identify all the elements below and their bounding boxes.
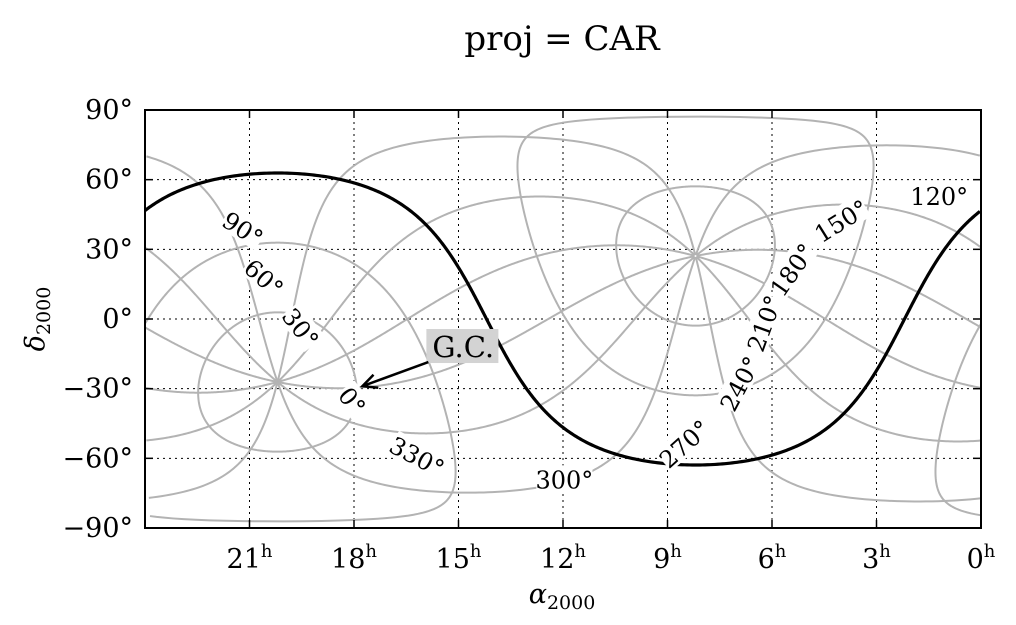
y-tick-label: −60°	[63, 443, 133, 474]
x-axis-ticks: 21h 18h 15h 12h 9h 6h 3h 0h	[227, 110, 996, 575]
y-axis-ticks: 90°60°30°0°−30°−60°−90°	[63, 95, 981, 544]
galactic-meridian-210	[146, 144, 981, 383]
galactic-meridian-240	[145, 203, 981, 383]
x-axis-label: α2000	[529, 579, 596, 614]
y-axis-label: δ2000	[20, 287, 55, 352]
longitude-label: 60°	[238, 252, 290, 303]
svg-text:240°: 240°	[715, 352, 767, 416]
x-tick-label: 0h	[967, 541, 996, 575]
svg-text:180°: 180°	[765, 238, 821, 301]
plot-area: 0°30°60°90°120°150°180°210°240°270°300°3…	[144, 109, 982, 529]
longitude-label: 240°	[714, 352, 767, 416]
svg-text:60°: 60°	[238, 254, 288, 303]
longitude-label: 210°	[741, 292, 788, 356]
y-tick-label: 30°	[85, 234, 133, 265]
galactic-parallel-60	[615, 185, 776, 327]
svg-text:210°: 210°	[742, 292, 788, 356]
x-tick-label: 15h	[436, 541, 482, 575]
svg-text:30°: 30°	[276, 303, 324, 354]
svg-text:330°: 330°	[385, 431, 449, 483]
x-tick-label: 21h	[227, 541, 273, 575]
svg-text:90°: 90°	[217, 206, 268, 253]
galactic-center-annotation: G.C.	[359, 329, 499, 390]
y-tick-label: −30°	[63, 374, 133, 405]
longitude-label: 90°	[217, 205, 269, 253]
x-tick-label: 3h	[862, 541, 891, 575]
galactic-meridian-330	[146, 255, 981, 443]
y-tick-label: 60°	[85, 165, 133, 196]
chart-title: proj = CAR	[464, 19, 661, 59]
annotation-label: G.C.	[432, 330, 494, 364]
longitude-label: 120°	[910, 182, 968, 211]
x-tick-label: 18h	[331, 541, 377, 575]
svg-text:150°: 150°	[810, 194, 874, 248]
annotation-arrow	[361, 360, 429, 388]
longitude-label: 330°	[385, 430, 449, 483]
longitude-label: 300°	[535, 465, 593, 494]
galactic-meridian-300	[145, 255, 981, 394]
annotation-box	[426, 329, 499, 364]
galactic-parallel--30	[145, 241, 981, 523]
y-tick-label: 0°	[102, 304, 133, 335]
galactic-parallel--60	[197, 311, 358, 453]
x-tick-label: 6h	[758, 541, 787, 575]
y-tick-label: −90°	[63, 513, 133, 544]
longitude-label: 30°	[276, 302, 326, 354]
longitude-label: 150°	[810, 193, 874, 249]
annotation-arrowhead	[359, 373, 379, 390]
galactic-equator	[145, 171, 981, 467]
y-tick-label: 90°	[85, 95, 133, 126]
x-tick-label: 12h	[540, 541, 586, 575]
svg-text:120°: 120°	[910, 183, 968, 211]
svg-text:300°: 300°	[535, 466, 593, 494]
longitude-label: 180°	[764, 238, 821, 302]
galactic-parallel-30	[516, 115, 875, 397]
x-tick-label: 9h	[653, 541, 682, 575]
